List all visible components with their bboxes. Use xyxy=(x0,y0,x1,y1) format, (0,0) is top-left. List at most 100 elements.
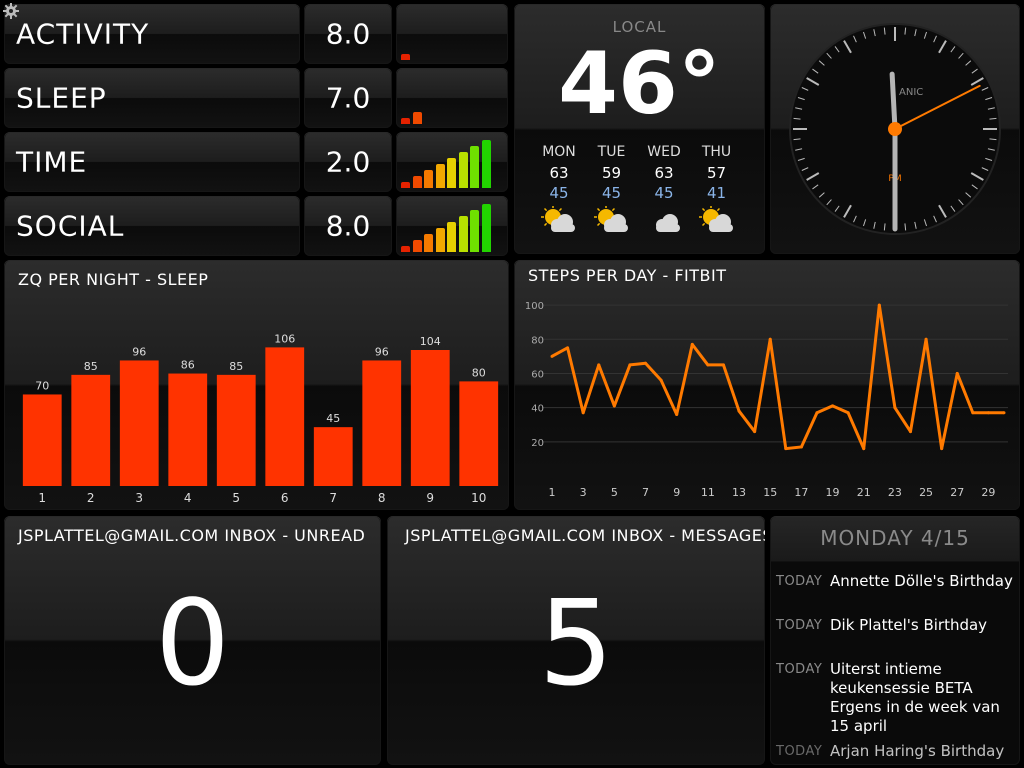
bar-value-label: 85 xyxy=(84,360,98,373)
forecast-day: MON 63 45 xyxy=(534,144,584,234)
data-point xyxy=(768,337,772,341)
bar-value-label: 45 xyxy=(326,412,340,425)
event-day: TODAY xyxy=(776,744,823,759)
stat-value-panel: 2.0 xyxy=(304,132,392,192)
forecast-day: WED 63 45 xyxy=(639,144,689,234)
level-bar xyxy=(401,118,410,124)
data-point xyxy=(581,411,585,415)
x-tick-label: 17 xyxy=(794,486,808,499)
clock-tick xyxy=(834,205,840,212)
x-tick-label: 8 xyxy=(378,491,386,505)
x-tick-label: 4 xyxy=(184,491,192,505)
clock-tick xyxy=(826,52,832,59)
data-point xyxy=(753,430,757,434)
bar-value-label: 96 xyxy=(132,345,146,358)
level-bar xyxy=(458,216,468,252)
partly-cloudy-icon xyxy=(698,206,733,232)
clock-tick xyxy=(826,199,832,206)
event-title: Annette Dölle's Birthday xyxy=(830,572,1013,590)
clock-tick xyxy=(971,68,978,74)
x-tick-label: 7 xyxy=(329,491,337,505)
forecast-day-label: TUE xyxy=(597,144,626,160)
y-tick-label: 80 xyxy=(531,335,544,346)
y-tick-label: 100 xyxy=(525,301,544,312)
bar xyxy=(265,347,305,486)
stat-value: 2.0 xyxy=(325,145,371,179)
forecast-day: THU 57 41 xyxy=(692,144,742,234)
stat-label: ACTIVITY xyxy=(16,17,150,51)
data-point xyxy=(1002,411,1006,415)
chart-title: STEPS PER DAY - FITBIT xyxy=(528,266,727,285)
clock-tick xyxy=(981,167,989,171)
clock-tick xyxy=(793,138,801,141)
event-title: Arjan Haring's Birthday xyxy=(830,742,1005,760)
level-bar xyxy=(401,182,410,188)
x-tick-label: 5 xyxy=(611,486,618,499)
data-point xyxy=(831,404,835,408)
clock-tick xyxy=(806,172,820,181)
x-tick-label: 13 xyxy=(732,486,746,499)
forecast-low: 45 xyxy=(654,184,674,202)
level-meter xyxy=(396,196,508,256)
stat-label-panel: SOCIAL xyxy=(4,196,300,256)
clock-tick xyxy=(938,204,947,218)
stat-value-panel: 8.0 xyxy=(304,196,392,256)
y-tick-label: 20 xyxy=(531,438,544,449)
level-bar xyxy=(435,164,445,188)
data-point xyxy=(675,412,679,416)
data-point xyxy=(628,363,632,367)
clock-tick xyxy=(818,192,825,198)
clock-tick xyxy=(873,221,876,229)
clock-tick xyxy=(923,219,927,227)
clock-tick xyxy=(965,192,972,198)
stat-label: SLEEP xyxy=(16,81,107,115)
bar xyxy=(313,427,353,486)
level-meter xyxy=(396,68,508,128)
level-bar xyxy=(401,246,410,252)
data-point xyxy=(644,361,648,365)
level-bar xyxy=(470,146,479,188)
clock-tick xyxy=(795,107,803,110)
event-day: TODAY xyxy=(776,662,823,677)
clock-tick xyxy=(806,77,820,86)
x-tick-label: 21 xyxy=(857,486,871,499)
clock-tick xyxy=(923,31,927,39)
clock-tick xyxy=(971,184,978,190)
clock-tick xyxy=(987,107,995,110)
bar xyxy=(71,374,111,486)
event-day: TODAY xyxy=(776,574,823,589)
clock-tick xyxy=(958,52,964,59)
y-tick-label: 60 xyxy=(531,369,544,380)
clock-tick xyxy=(863,219,867,227)
clock-tick xyxy=(863,31,867,39)
x-tick-label: 7 xyxy=(642,486,649,499)
level-bar xyxy=(412,240,422,252)
steps-chart-panel: STEPS PER DAY - FITBIT 20 40 60 80 100 1 3 5 7 9 1… xyxy=(514,260,1020,510)
inbox-messages-title: JSPLATTEL@GMAIL.COM INBOX - MESSAGES xyxy=(405,526,765,545)
data-point xyxy=(877,303,881,307)
clock-tick xyxy=(970,172,984,181)
stat-value: 7.0 xyxy=(325,81,371,115)
clock-tick xyxy=(883,223,886,231)
clock-tick xyxy=(981,87,989,91)
inbox-messages-panel: JSPLATTEL@GMAIL.COM INBOX - MESSAGES 5 xyxy=(387,516,765,765)
clock-tick xyxy=(989,138,997,141)
clock-tick xyxy=(914,29,917,37)
level-bar xyxy=(424,234,433,252)
x-tick-label: 9 xyxy=(673,486,680,499)
clock-center xyxy=(888,122,902,136)
inbox-unread-count: 0 xyxy=(154,574,231,712)
clock-tick xyxy=(795,148,803,151)
forecast-low: 41 xyxy=(706,184,727,202)
forecast-day-label: WED xyxy=(647,144,681,160)
stat-label-panel: SLEEP xyxy=(4,68,300,128)
clock-tick xyxy=(950,46,956,53)
settings-button[interactable] xyxy=(2,2,20,20)
stat-value: 8.0 xyxy=(325,17,371,51)
x-tick-label: 2 xyxy=(87,491,95,505)
clock-tick xyxy=(853,35,857,43)
y-tick-label: 40 xyxy=(531,404,544,415)
calendar-panel: MONDAY 4/15 TODAY Annette Dölle's Birthd… xyxy=(770,516,1020,765)
data-point xyxy=(597,363,601,367)
